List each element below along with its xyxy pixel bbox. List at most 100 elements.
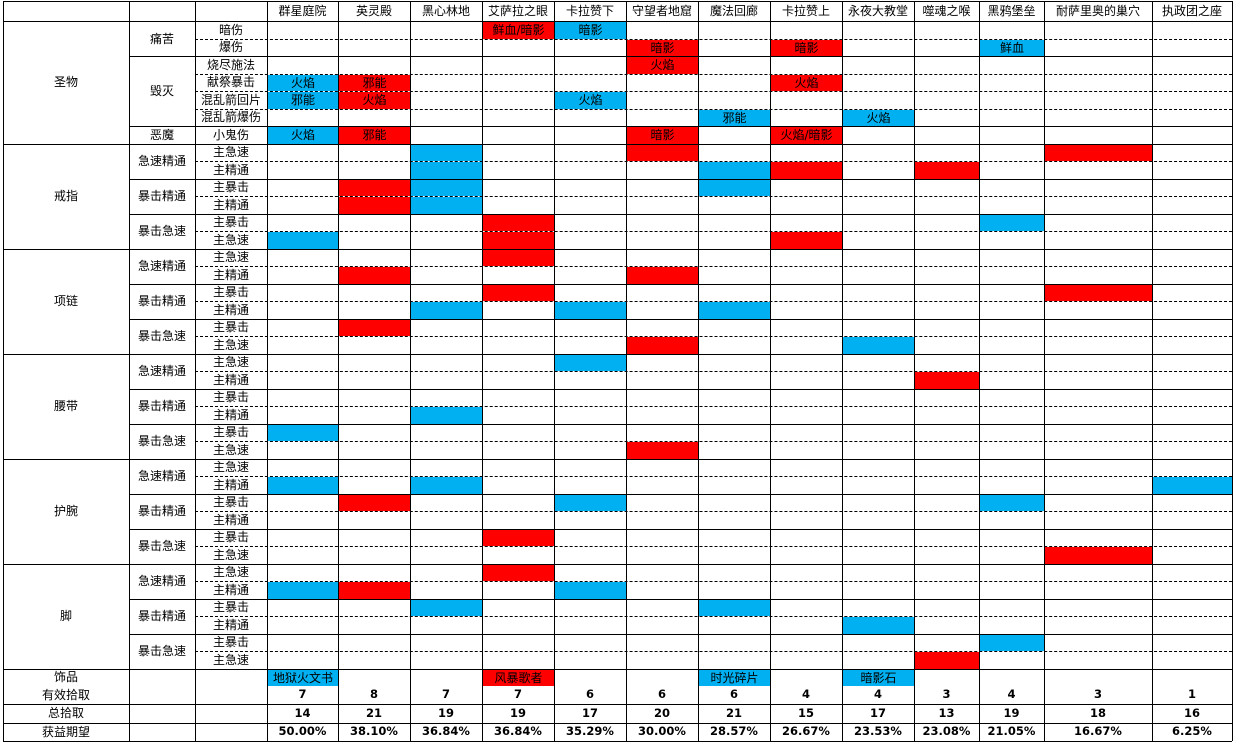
subrow-label: 爆伤 bbox=[218, 40, 243, 55]
loot-mark-red: 暗影 bbox=[627, 39, 698, 56]
subrow-label: 主急速 bbox=[212, 145, 249, 160]
loot-mark-red: 火焰 bbox=[627, 57, 698, 74]
footer-value: 20 bbox=[653, 705, 670, 720]
grid-dash bbox=[195, 196, 1232, 197]
loot-mark-blue bbox=[411, 179, 482, 196]
grid-line bbox=[770, 1, 771, 741]
footer-value: 19 bbox=[509, 705, 526, 720]
loot-mark-blue: 火焰 bbox=[555, 92, 626, 109]
loot-mark-red: 火焰/暗影 bbox=[771, 127, 842, 144]
footer-value: 28.57% bbox=[710, 723, 758, 738]
loot-mark-blue bbox=[555, 582, 626, 599]
loot-mark-red bbox=[1045, 284, 1152, 301]
loot-mark-blue bbox=[411, 407, 482, 424]
loot-mark-red: 邪能 bbox=[339, 74, 410, 91]
loot-mark-blue: 火焰 bbox=[843, 109, 914, 126]
loot-mark-red bbox=[339, 179, 410, 196]
grid-line bbox=[1044, 1, 1045, 741]
loot-mark-blue: 暗影 bbox=[555, 22, 626, 39]
grid-dash bbox=[195, 231, 1232, 232]
loot-mark-blue: 鲜血 bbox=[980, 39, 1044, 56]
grid-dash bbox=[195, 266, 1232, 267]
subrow-label: 混乱箭回片 bbox=[200, 92, 261, 107]
subrow-label: 主精通 bbox=[212, 617, 249, 632]
grid-line bbox=[129, 1, 130, 741]
grid-dash bbox=[195, 441, 1232, 442]
footer-value: 7 bbox=[513, 687, 522, 702]
column-header-1: 英灵殿 bbox=[355, 4, 392, 18]
footer-value: 4 bbox=[873, 687, 882, 702]
footer-label: 获益期望 bbox=[41, 724, 90, 739]
grid-line bbox=[129, 528, 1232, 530]
footer-value: 14 bbox=[294, 705, 311, 720]
grid-line bbox=[338, 1, 339, 741]
grid-line bbox=[626, 1, 627, 741]
group-label: 暴击急速 bbox=[137, 539, 186, 553]
subrow-label: 主精通 bbox=[212, 582, 249, 597]
subrow-label: 主急速 bbox=[212, 652, 249, 667]
column-header-10: 黑鸦堡垒 bbox=[987, 4, 1036, 18]
loot-mark-red bbox=[627, 442, 698, 459]
grid-line bbox=[3, 1, 4, 741]
loot-mark-red bbox=[339, 267, 410, 284]
grid-line bbox=[129, 563, 1232, 565]
group-label: 痛苦 bbox=[149, 31, 174, 46]
loot-mark-blue bbox=[980, 634, 1044, 651]
loot-mark-blue: 邪能 bbox=[699, 109, 770, 126]
group-label: 暴击精通 bbox=[137, 294, 186, 308]
loot-mark-red bbox=[483, 284, 554, 301]
grid-dash bbox=[195, 511, 1232, 512]
loot-mark-blue bbox=[268, 582, 338, 599]
loot-mark-blue bbox=[268, 477, 338, 494]
grid-dash bbox=[195, 476, 1232, 477]
column-header-3: 艾萨拉之眼 bbox=[487, 4, 548, 18]
loot-mark-blue bbox=[980, 494, 1044, 511]
group-label: 恶魔 bbox=[149, 127, 174, 142]
loot-mark-red bbox=[339, 494, 410, 511]
loot-mark-red bbox=[483, 564, 554, 581]
grid-line bbox=[129, 633, 1232, 635]
footer-value: 19 bbox=[1003, 705, 1020, 720]
grid-line bbox=[979, 1, 980, 741]
grid-line bbox=[129, 353, 1232, 355]
subrow-label: 主暴击 bbox=[212, 425, 249, 440]
group-label: 暴击精通 bbox=[137, 609, 186, 623]
grid-line bbox=[129, 458, 1232, 460]
footer-value: 17 bbox=[581, 705, 598, 720]
column-header-5: 守望者地窟 bbox=[631, 4, 692, 18]
loot-mark-blue: 火焰 bbox=[268, 74, 338, 91]
subrow-label: 暗伤 bbox=[218, 22, 243, 37]
footer-value: 15 bbox=[797, 705, 814, 720]
loot-mark-blue bbox=[268, 424, 338, 441]
footer-value: 36.84% bbox=[494, 723, 542, 738]
loot-mark-red bbox=[1045, 144, 1152, 161]
subrow-label: 主急速 bbox=[212, 565, 249, 580]
subrow-label: 主暴击 bbox=[212, 180, 249, 195]
subrow-label: 主暴击 bbox=[212, 285, 249, 300]
grid-dash bbox=[195, 371, 1232, 372]
loot-mark-red: 火焰 bbox=[771, 74, 842, 91]
subrow-label: 主急速 bbox=[212, 355, 249, 370]
grid-dash bbox=[195, 108, 1232, 110]
subrow-label: 主急速 bbox=[212, 460, 249, 475]
loot-mark-blue bbox=[980, 214, 1044, 231]
grid-line bbox=[129, 126, 1232, 127]
grid-line bbox=[698, 1, 699, 741]
grid-line bbox=[3, 740, 1232, 742]
loot-mark-red: 暗影 bbox=[627, 127, 698, 144]
loot-mark-red bbox=[627, 337, 698, 354]
footer-value: 38.10% bbox=[350, 723, 398, 738]
grid-line bbox=[3, 21, 1232, 22]
column-header-4: 卡拉赞下 bbox=[565, 4, 614, 18]
subrow-label: 主暴击 bbox=[212, 390, 249, 405]
column-header-2: 黑心林地 bbox=[421, 4, 470, 18]
subrow-label: 主急速 bbox=[212, 232, 249, 247]
footer-value: 36.84% bbox=[422, 723, 470, 738]
grid-line bbox=[842, 1, 843, 741]
grid-line bbox=[1152, 1, 1153, 741]
loot-mark-red bbox=[915, 372, 979, 389]
grid-dash bbox=[195, 581, 1232, 582]
loot-mark-red bbox=[339, 319, 410, 336]
footer-value: 19 bbox=[437, 705, 454, 720]
